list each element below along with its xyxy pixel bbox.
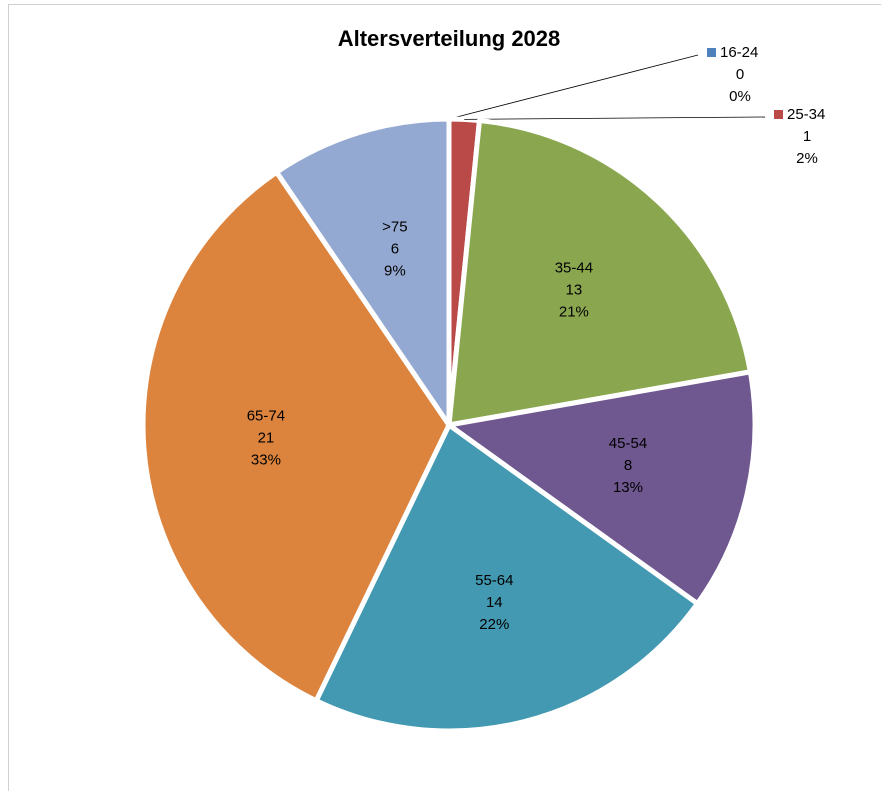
leader-line: [464, 116, 766, 120]
slice-value: 14: [486, 594, 503, 611]
slice-percent: 2%: [796, 150, 818, 167]
pie-slice: [446, 118, 753, 428]
pie-slice: [446, 369, 758, 607]
pie-slice: [313, 422, 700, 734]
leader-line: [448, 54, 699, 120]
slice-category: 65-74: [247, 408, 285, 425]
pie-slice: [274, 116, 452, 428]
pie-slice: [140, 169, 452, 704]
legend-swatch: [774, 110, 783, 119]
slice-value: 0: [736, 66, 744, 83]
slice-value: 8: [624, 457, 632, 474]
slice-category: 55-64: [475, 572, 513, 589]
slice-category: >75: [382, 219, 407, 236]
slice-value: 1: [803, 128, 811, 145]
slice-category: 16-24: [720, 44, 758, 61]
slice-percent: 22%: [479, 616, 509, 633]
slice-percent: 21%: [559, 303, 589, 320]
chart-title: Altersverteilung 2028: [338, 26, 561, 51]
slice-percent: 0%: [729, 88, 751, 105]
slice-category: 45-54: [609, 435, 647, 452]
slice-percent: 33%: [251, 452, 281, 469]
slice-value: 13: [566, 281, 583, 298]
slice-value: 21: [258, 430, 275, 447]
slice-percent: 9%: [384, 263, 406, 280]
slice-value: 6: [391, 241, 399, 258]
slice-percent: 13%: [613, 479, 643, 496]
legend-swatch: [707, 48, 716, 57]
slice-category: 35-44: [555, 259, 593, 276]
slice-category: 25-34: [787, 106, 825, 123]
